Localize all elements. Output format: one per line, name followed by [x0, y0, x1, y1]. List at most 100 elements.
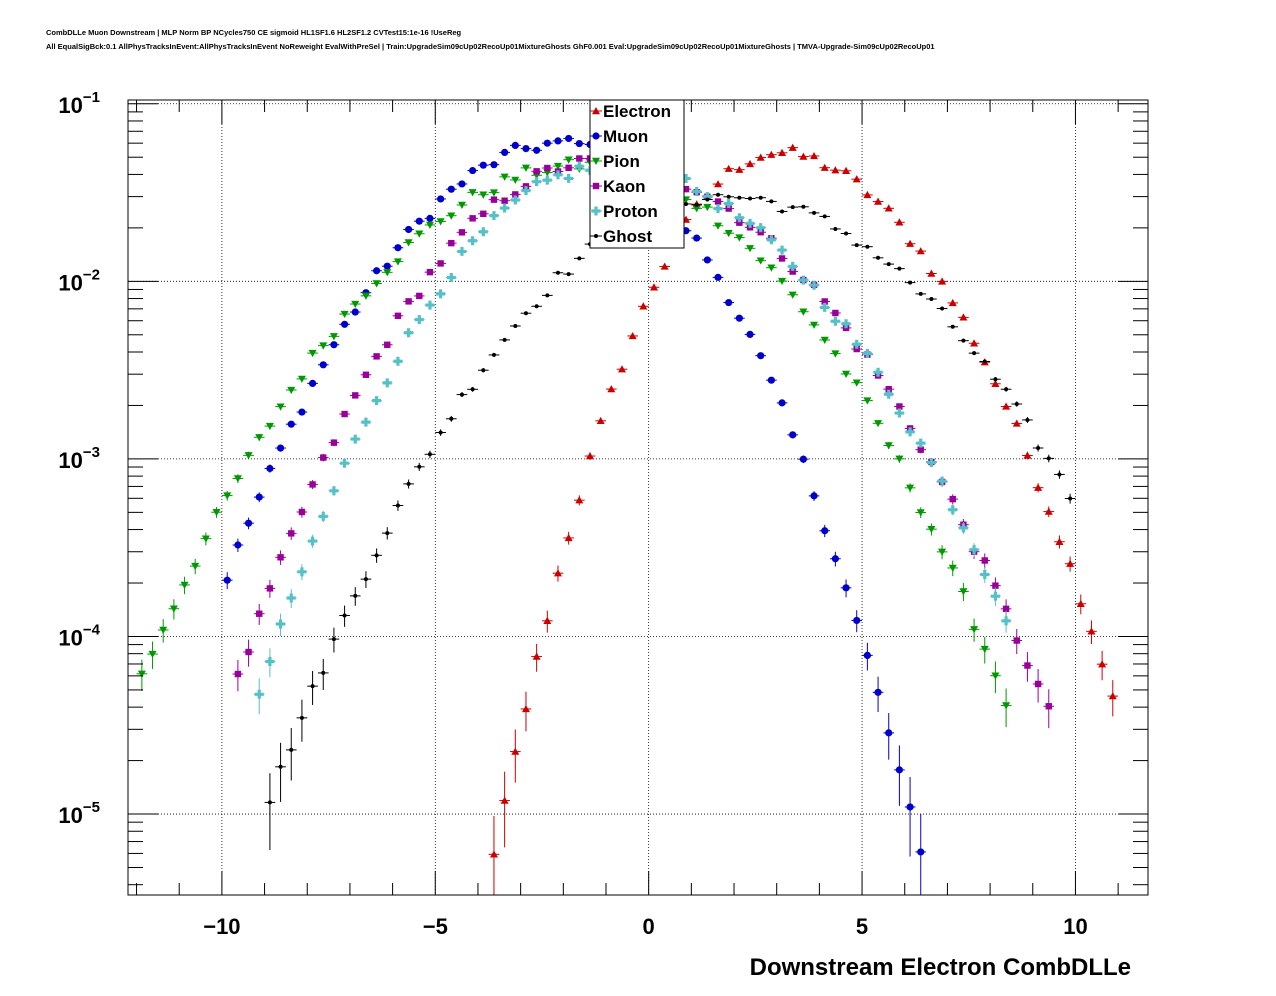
- data-point: [767, 150, 776, 158]
- data-point: [682, 185, 690, 193]
- data-point: [425, 300, 435, 310]
- data-point: [862, 348, 872, 358]
- data-point: [500, 203, 510, 213]
- data-point: [363, 577, 368, 582]
- data-point: [341, 410, 348, 418]
- data-point: [778, 148, 787, 156]
- data-point: [544, 164, 551, 172]
- data-point: [373, 353, 380, 360]
- data-point: [737, 195, 742, 200]
- data-point: [769, 199, 774, 204]
- data-point: [980, 570, 990, 580]
- y-tick-label: 10−4: [58, 621, 100, 650]
- data-point: [820, 302, 830, 312]
- data-point: [479, 161, 487, 169]
- data-point: [395, 503, 400, 508]
- data-point: [799, 308, 808, 316]
- data-point: [1108, 692, 1117, 700]
- data-point: [1024, 662, 1031, 669]
- data-point: [297, 375, 306, 383]
- data-point: [713, 204, 723, 214]
- data-point: [1045, 703, 1052, 710]
- data-point: [566, 272, 571, 277]
- data-point: [981, 557, 988, 564]
- data-point: [287, 420, 295, 428]
- data-point: [426, 268, 434, 276]
- y-tick-label: 10−1: [58, 89, 100, 118]
- data-point: [521, 186, 531, 196]
- data-point: [577, 256, 582, 261]
- data-point: [822, 214, 827, 219]
- data-point: [798, 275, 808, 285]
- data-point: [844, 231, 849, 236]
- data-point: [521, 164, 530, 172]
- data-point: [703, 256, 711, 264]
- data-point: [969, 545, 979, 555]
- data-point: [788, 143, 797, 151]
- data-point: [191, 562, 200, 571]
- data-point: [576, 155, 583, 162]
- data-point: [490, 196, 498, 203]
- data-point: [543, 139, 551, 147]
- data-point: [500, 796, 509, 804]
- data-point: [223, 576, 231, 584]
- data-point: [489, 211, 499, 221]
- data-point: [458, 229, 466, 236]
- legend: Electron Muon Pion Kaon Proton Ghost: [589, 99, 685, 249]
- data-point: [916, 438, 926, 448]
- legend-label: Electron: [603, 102, 671, 121]
- data-point: [639, 302, 648, 310]
- data-point: [801, 204, 806, 209]
- legend-entry-ghost: Ghost: [590, 227, 652, 246]
- data-point: [565, 134, 573, 143]
- data-point: [735, 234, 744, 242]
- data-point: [329, 333, 338, 341]
- data-point: [886, 262, 891, 267]
- data-point: [244, 519, 253, 527]
- data-point: [393, 258, 402, 266]
- data-point: [767, 264, 776, 272]
- data-point: [831, 350, 840, 358]
- data-point: [895, 766, 904, 774]
- data-point: [830, 316, 840, 326]
- data-point: [480, 210, 487, 217]
- data-point: [780, 209, 785, 214]
- data-point: [308, 536, 318, 546]
- data-point: [746, 330, 754, 339]
- legend-marker: [591, 206, 601, 216]
- data-point: [1025, 417, 1030, 422]
- data-point: [725, 205, 732, 212]
- data-point: [426, 214, 434, 222]
- data-point: [992, 582, 999, 589]
- data-point: [513, 323, 518, 328]
- data-point: [1023, 451, 1032, 459]
- data-point: [212, 509, 221, 517]
- data-point: [254, 689, 264, 699]
- data-point: [545, 293, 550, 298]
- data-point: [756, 257, 765, 265]
- data-point: [511, 141, 519, 150]
- data-point: [1002, 702, 1011, 710]
- legend-entry-electron: Electron: [590, 102, 671, 121]
- data-point: [694, 202, 699, 207]
- data-point: [940, 306, 945, 311]
- data-point: [617, 365, 626, 373]
- data-point: [714, 222, 723, 230]
- data-point: [724, 164, 733, 172]
- data-point: [905, 427, 915, 437]
- x-axis-title: Downstream Electron CombDLLe: [750, 954, 1131, 981]
- data-point: [692, 186, 702, 196]
- data-point: [950, 324, 955, 329]
- y-tick-label: 10−5: [58, 799, 100, 828]
- data-point: [501, 197, 508, 204]
- data-point: [832, 309, 839, 317]
- data-point: [534, 304, 539, 309]
- data-point: [650, 283, 659, 291]
- data-point: [555, 270, 560, 275]
- data-point: [917, 848, 925, 856]
- legend-marker: [594, 234, 598, 238]
- legend-entry-pion: Pion: [590, 152, 640, 171]
- data-point: [298, 408, 306, 416]
- data-point: [276, 444, 285, 452]
- data-point: [553, 162, 562, 171]
